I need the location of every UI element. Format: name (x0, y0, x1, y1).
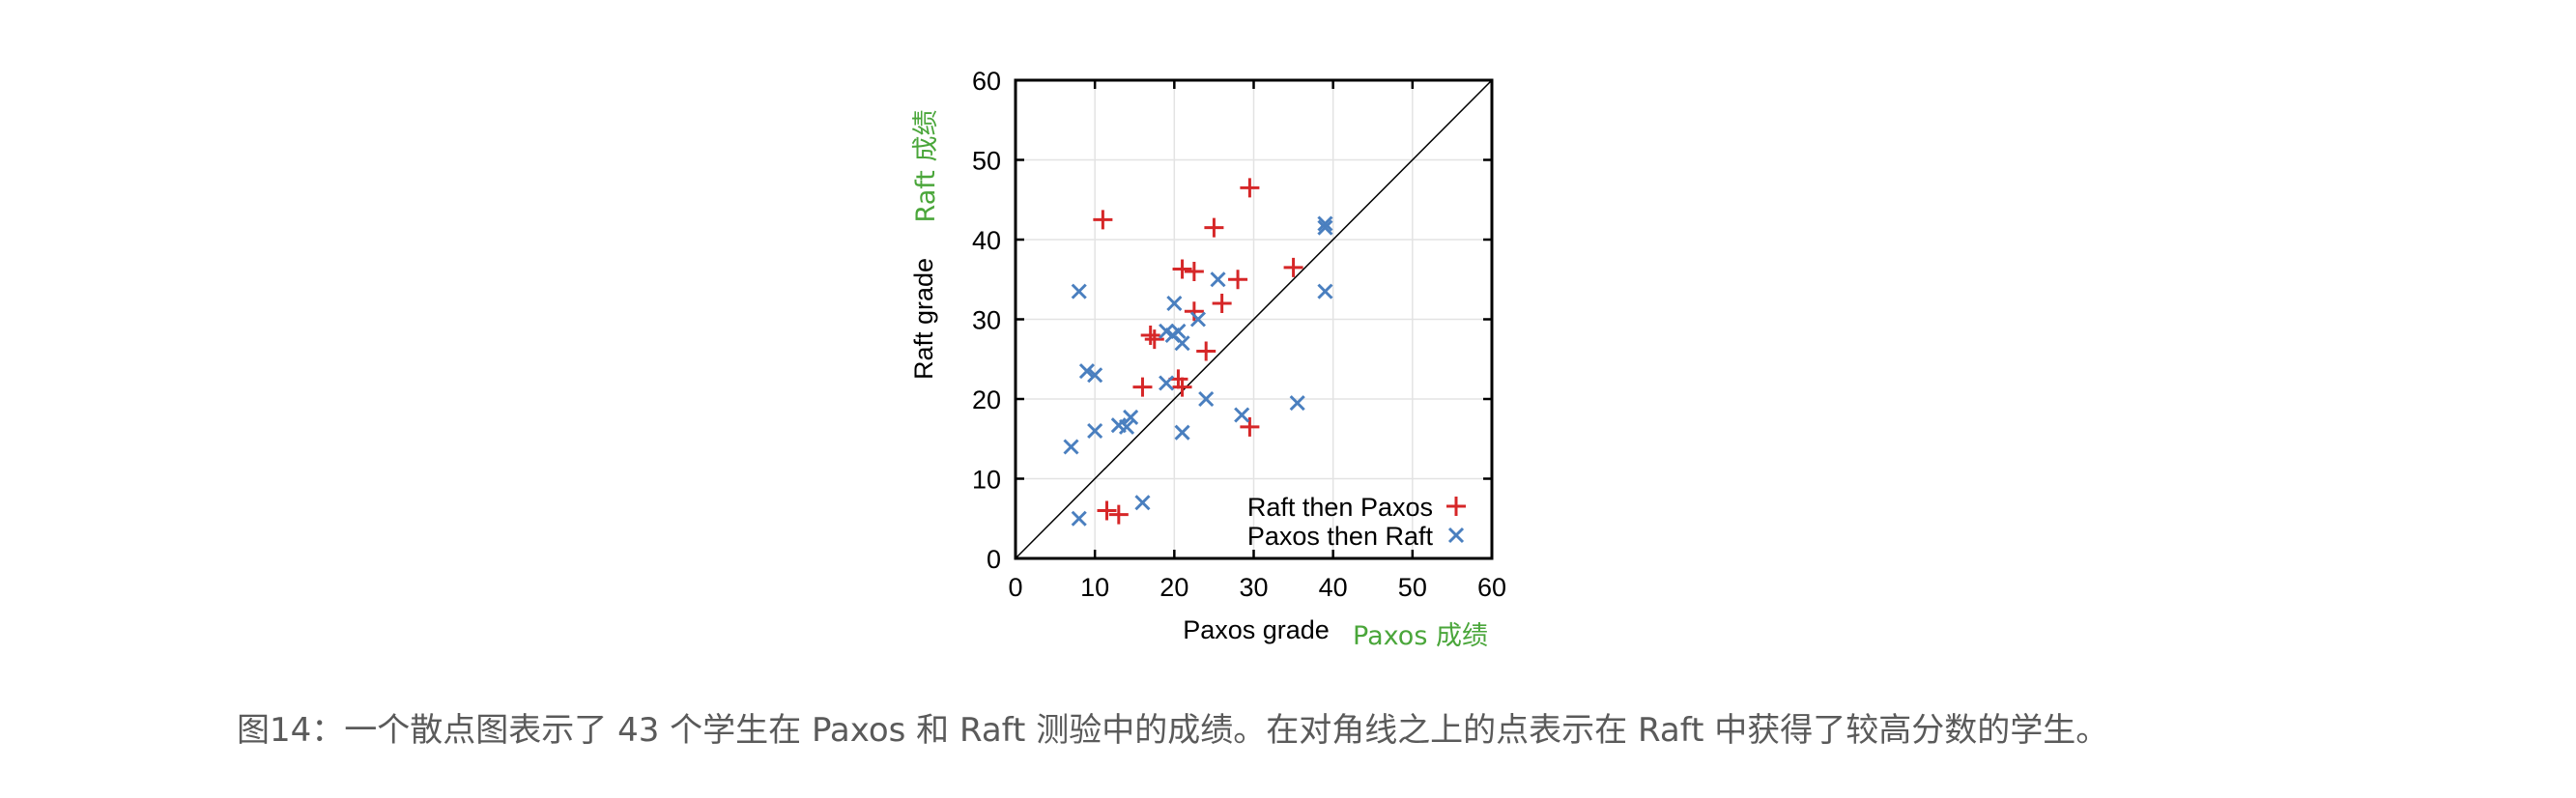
cross-marker-icon (1174, 424, 1190, 441)
svg-text:20: 20 (972, 385, 1001, 414)
cross-marker-icon (1174, 335, 1190, 352)
cross-marker-icon (1134, 495, 1151, 511)
cross-marker-icon (1317, 215, 1333, 232)
plus-marker-icon (1172, 377, 1192, 397)
svg-text:50: 50 (1398, 573, 1427, 602)
cross-marker-icon (1210, 271, 1226, 288)
cross-marker-icon (1123, 409, 1139, 426)
plus-marker-icon (1212, 294, 1232, 313)
svg-text:50: 50 (972, 147, 1001, 176)
cross-marker-icon (1087, 422, 1103, 440)
y-tick-labels: 0 10 20 30 40 50 60 (972, 67, 1001, 574)
cross-marker-icon (1447, 527, 1465, 544)
plus-marker-icon (1132, 377, 1153, 397)
svg-text:60: 60 (972, 67, 1001, 96)
x-tick-labels: 0 10 20 30 40 50 60 (1008, 573, 1506, 602)
figure-caption: 图14：一个散点图表示了 43 个学生在 Paxos 和 Raft 测验中的成绩… (237, 711, 2109, 750)
data-points (1063, 178, 1333, 527)
plus-marker-icon (1204, 217, 1224, 238)
cross-marker-icon (1071, 510, 1087, 527)
svg-text:0: 0 (1008, 573, 1022, 602)
cross-marker-icon (1317, 219, 1333, 236)
svg-text:60: 60 (1477, 573, 1506, 602)
svg-text:20: 20 (1159, 573, 1188, 602)
cross-marker-icon (1118, 418, 1135, 435)
cross-marker-icon (1078, 363, 1096, 380)
cross-marker-icon (1198, 390, 1215, 408)
axis-ticks (1014, 78, 1494, 560)
y-axis-label-translation: Raft 成绩 (911, 110, 941, 223)
plus-marker-icon (1172, 259, 1192, 279)
cross-marker-icon (1289, 395, 1305, 412)
svg-text:10: 10 (1080, 573, 1109, 602)
plus-marker-icon (1108, 504, 1129, 525)
svg-text:40: 40 (1319, 573, 1348, 602)
plus-marker-icon (1144, 329, 1164, 350)
svg-text:30: 30 (1239, 573, 1268, 602)
cross-marker-icon (1159, 375, 1175, 391)
plus-marker-icon (1228, 270, 1248, 290)
cross-marker-icon (1317, 283, 1333, 299)
plus-marker-icon (1140, 326, 1160, 345)
svg-text:0: 0 (987, 545, 1001, 574)
plus-marker-icon (1240, 178, 1260, 198)
cross-marker-icon (1063, 439, 1079, 455)
plus-marker-icon (1446, 497, 1466, 516)
plus-marker-icon (1240, 416, 1260, 437)
plus-marker-icon (1283, 257, 1303, 277)
svg-text:10: 10 (972, 466, 1001, 495)
plus-marker-icon (1184, 262, 1204, 281)
cross-marker-icon (1189, 311, 1207, 328)
legend: Raft then Paxos Paxos then Raft (1247, 493, 1466, 551)
cross-marker-icon (1166, 295, 1183, 312)
cross-marker-icon (1087, 367, 1103, 384)
svg-text:30: 30 (972, 306, 1001, 335)
plus-marker-icon (1097, 500, 1117, 521)
cross-marker-icon (1071, 283, 1087, 299)
diagonal-line (1015, 79, 1493, 559)
plus-marker-icon (1196, 341, 1216, 361)
y-axis-label: Raft grade (909, 258, 938, 380)
x-axis-label-translation: Paxos 成绩 (1353, 621, 1488, 651)
legend-label-raft-then-paxos: Raft then Paxos (1247, 493, 1433, 522)
cross-marker-icon (1234, 407, 1250, 423)
x-axis-label: Paxos grade (1183, 615, 1330, 644)
svg-text:40: 40 (972, 226, 1001, 255)
legend-label-paxos-then-raft: Paxos then Raft (1247, 522, 1434, 551)
plus-marker-icon (1184, 301, 1204, 322)
plus-marker-icon (1093, 210, 1113, 230)
